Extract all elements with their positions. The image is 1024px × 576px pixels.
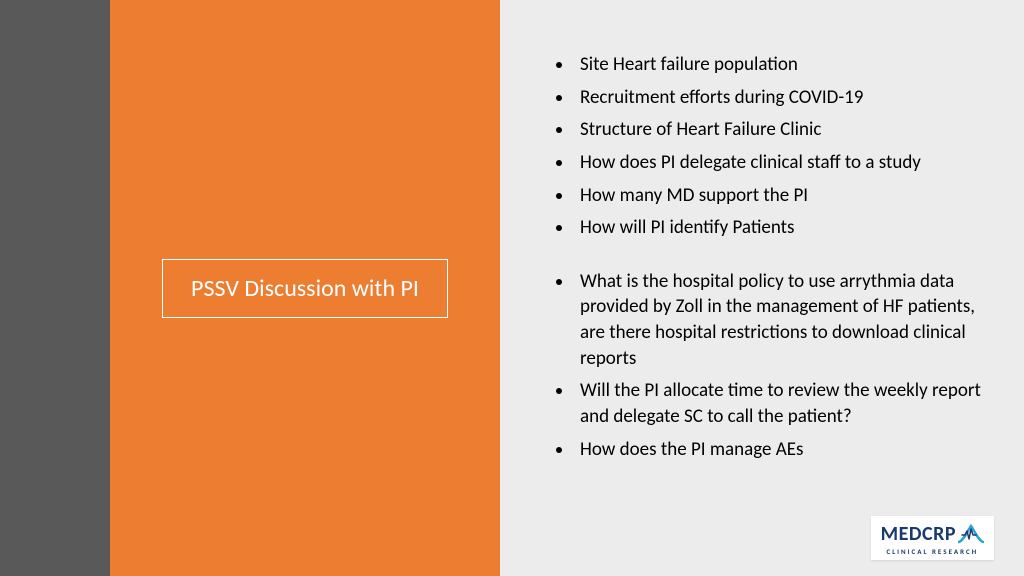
bullet-text: Recruitment efforts during COVID-19 xyxy=(580,85,984,111)
list-item: How will PI identify Patients xyxy=(548,215,984,241)
list-item: How does the PI manage AEs xyxy=(548,437,984,463)
bullet-text: Site Heart failure population xyxy=(580,52,984,78)
logo-subtitle: CLINICAL RESEARCH xyxy=(881,547,984,556)
logo-wordmark: MEDCRP xyxy=(881,522,956,546)
bullet-icon xyxy=(556,193,562,199)
bullet-group-1: Site Heart failure population Recruitmen… xyxy=(548,52,984,241)
slide-title: PSSV Discussion with PI xyxy=(191,274,419,303)
list-item: Site Heart failure population xyxy=(548,52,984,78)
bullet-text: What is the hospital policy to use arryt… xyxy=(580,269,984,372)
bullet-icon xyxy=(556,388,562,394)
list-item: Will the PI allocate time to review the … xyxy=(548,378,984,429)
bullet-text: How will PI identify Patients xyxy=(580,215,984,241)
list-item: Recruitment efforts during COVID-19 xyxy=(548,85,984,111)
bullet-text: Will the PI allocate time to review the … xyxy=(580,378,984,429)
bullet-text: How many MD support the PI xyxy=(580,183,984,209)
bullet-icon xyxy=(556,447,562,453)
bullet-icon xyxy=(556,279,562,285)
bullet-icon xyxy=(556,160,562,166)
bullet-icon xyxy=(556,225,562,231)
heartbeat-swoosh-icon xyxy=(958,524,984,544)
bullet-text: How does the PI manage AEs xyxy=(580,437,984,463)
company-logo: MEDCRP CLINICAL RESEARCH xyxy=(871,516,994,560)
slide-title-box: PSSV Discussion with PI xyxy=(162,259,448,318)
bullet-text: Structure of Heart Failure Clinic xyxy=(580,117,984,143)
list-item: What is the hospital policy to use arryt… xyxy=(548,269,984,372)
bullet-icon xyxy=(556,127,562,133)
left-accent-stripe xyxy=(0,0,110,576)
title-panel: PSSV Discussion with PI xyxy=(110,0,500,576)
list-item: Structure of Heart Failure Clinic xyxy=(548,117,984,143)
content-panel: Site Heart failure population Recruitmen… xyxy=(500,0,1024,576)
bullet-icon xyxy=(556,95,562,101)
logo-main-text: MEDCRP xyxy=(881,522,984,546)
bullet-icon xyxy=(556,62,562,68)
slide: PSSV Discussion with PI Site Heart failu… xyxy=(0,0,1024,576)
bullet-text: How does PI delegate clinical staff to a… xyxy=(580,150,984,176)
list-item: How does PI delegate clinical staff to a… xyxy=(548,150,984,176)
bullet-group-2: What is the hospital policy to use arryt… xyxy=(548,269,984,462)
list-item: How many MD support the PI xyxy=(548,183,984,209)
